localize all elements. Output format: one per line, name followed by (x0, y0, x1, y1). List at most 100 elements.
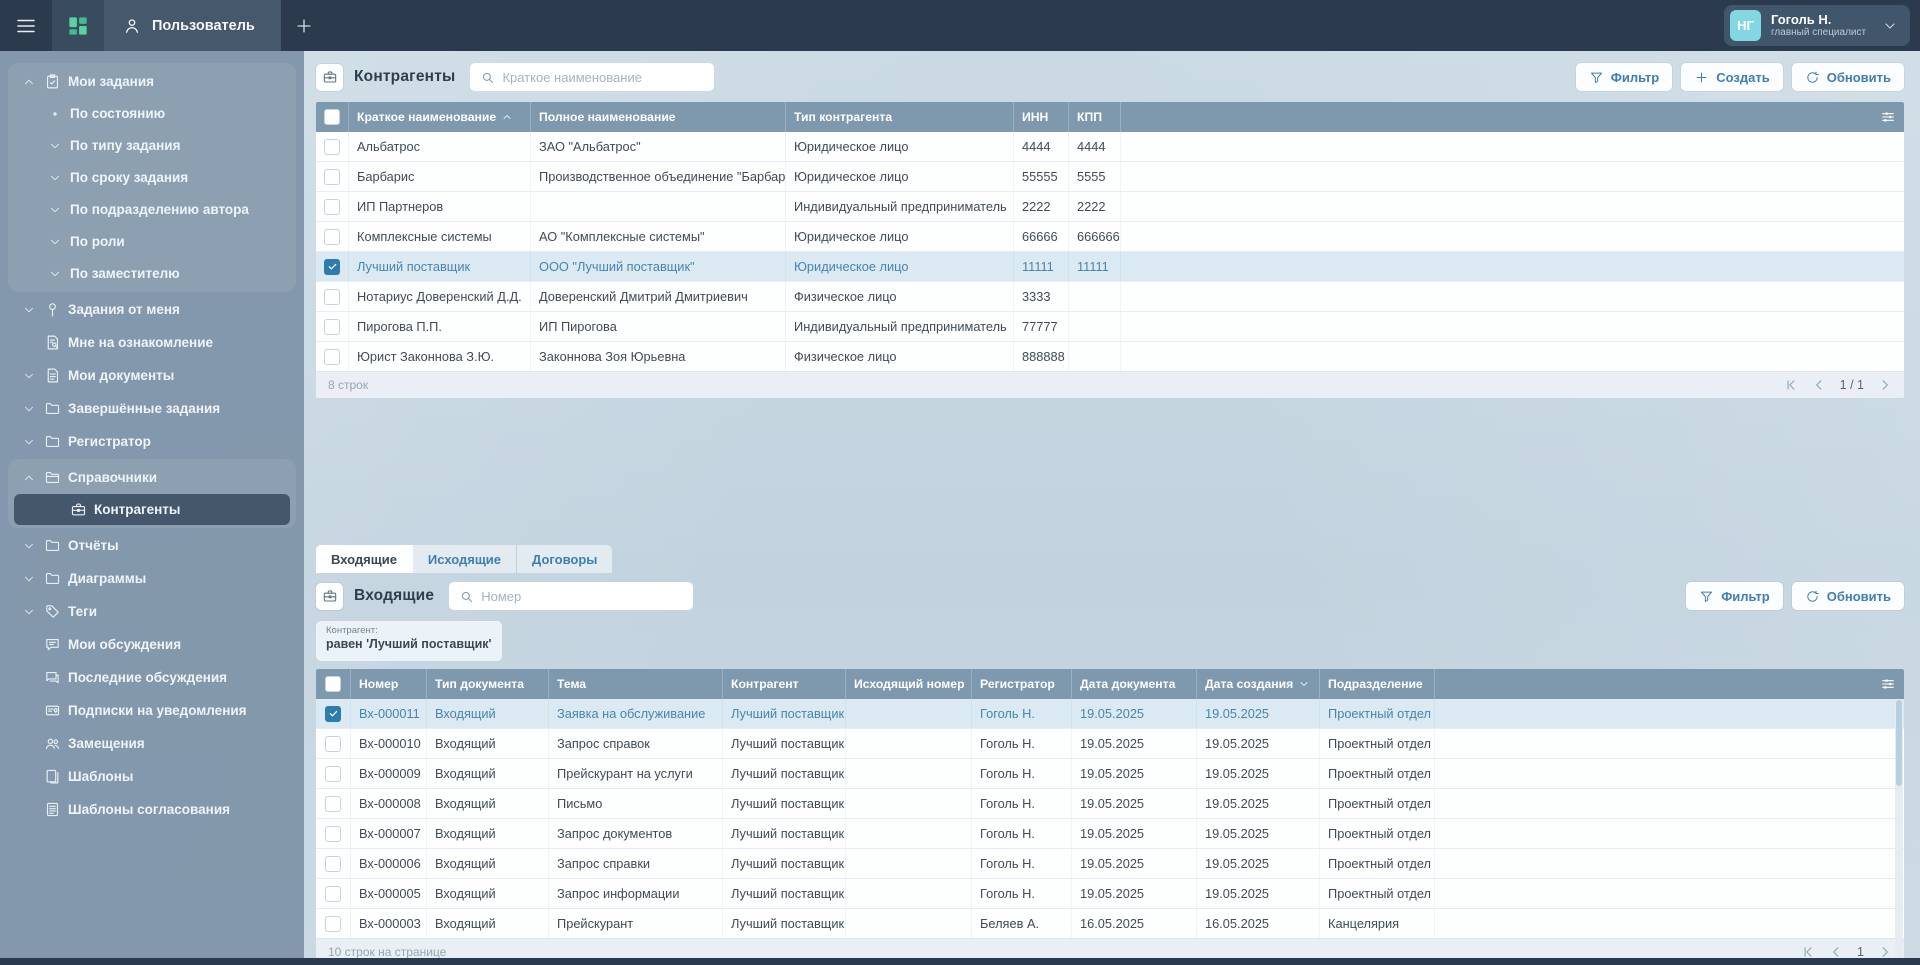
row-checkbox[interactable] (324, 228, 340, 245)
sidebar-item-по-состоянию[interactable]: По состоянию (14, 98, 290, 129)
row-checkbox[interactable] (325, 885, 341, 902)
chevron-down-icon[interactable] (22, 435, 44, 449)
refresh-button[interactable]: Обновить (1791, 63, 1904, 91)
chevron-down-icon[interactable] (22, 605, 44, 619)
filter-button[interactable]: Фильтр (1686, 582, 1783, 610)
sidebar-item-шаблоны[interactable]: Шаблоны (14, 761, 290, 792)
column-header[interactable]: Регистратор (972, 669, 1072, 699)
chevron-down-icon[interactable] (22, 369, 44, 383)
select-all-checkbox[interactable] (325, 676, 341, 692)
sidebar-item-по-подразделению-автора[interactable]: По подразделению автора (14, 194, 290, 225)
sidebar-item-справочники[interactable]: Справочники (14, 462, 290, 493)
menu-button[interactable] (0, 0, 52, 51)
table-row[interactable]: Вх-000009 Входящий Прейскурант на услуги Лу… (316, 758, 1904, 788)
sidebar-item-мои-обсуждения[interactable]: Мои обсуждения (14, 629, 290, 660)
add-tab-button[interactable] (281, 0, 327, 51)
select-all-checkbox[interactable] (324, 109, 340, 125)
table-row[interactable]: Вх-000010 Входящий Запрос справок Лучший по… (316, 728, 1904, 758)
table-row[interactable]: Вх-000008 Входящий Письмо Лучший поставщик Г… (316, 788, 1904, 818)
table-row[interactable]: Пирогова П.П. ИП Пирогова Индивидуальный п… (316, 311, 1904, 341)
chevron-down-icon[interactable] (22, 572, 44, 586)
sidebar-item-по-сроку-задания[interactable]: По сроку задания (14, 162, 290, 193)
next-page-button[interactable] (1878, 945, 1892, 959)
chevron-down-icon[interactable] (22, 303, 44, 317)
row-checkbox[interactable] (324, 348, 340, 365)
create-button[interactable]: Создать (1681, 63, 1783, 91)
sidebar-item-подписки-на-уведомления[interactable]: Подписки на уведомления (14, 695, 290, 726)
documents-search-input[interactable] (481, 588, 684, 604)
column-header[interactable]: Тема (549, 669, 723, 699)
sidebar-item-по-заместителю[interactable]: По заместителю (14, 258, 290, 289)
vertical-scrollbar[interactable] (1895, 699, 1903, 965)
table-row[interactable]: Комплексные системы АО "Комплексные систе… (316, 221, 1904, 251)
column-header[interactable]: Тип контрагента (786, 102, 1014, 132)
row-checkbox[interactable] (324, 138, 340, 155)
sidebar-item-мои-документы[interactable]: Мои документы (14, 360, 290, 391)
apps-grid-button[interactable] (52, 0, 104, 51)
filter-button[interactable]: Фильтр (1575, 63, 1673, 91)
column-header[interactable]: Полное наименование (531, 102, 786, 132)
sidebar-item-замещения[interactable]: Замещения (14, 728, 290, 759)
column-header[interactable]: Номер (351, 669, 427, 699)
row-checkbox[interactable] (324, 318, 340, 335)
table-row[interactable]: Альбатрос ЗАО "Альбатрос" Юридическое лицо… (316, 132, 1904, 161)
column-header[interactable]: Исходящий номер (846, 669, 972, 699)
row-checkbox[interactable] (324, 258, 340, 275)
user-menu[interactable]: НГ Гоголь Н. главный специалист (1724, 5, 1910, 46)
chevron-down-icon[interactable] (48, 171, 70, 185)
column-settings-icon[interactable] (1880, 676, 1896, 692)
column-header[interactable]: Тип документа (427, 669, 549, 699)
row-checkbox[interactable] (325, 915, 341, 932)
first-page-button[interactable] (1784, 378, 1798, 392)
table-row[interactable]: Лучший поставщик ООО "Лучший поставщик" Юр… (316, 251, 1904, 281)
row-checkbox[interactable] (325, 855, 341, 872)
counterparties-search-input[interactable] (502, 69, 705, 85)
sidebar-item-мне-на-ознакомление[interactable]: Мне на ознакомление (14, 327, 290, 358)
sidebar-item-регистратор[interactable]: Регистратор (14, 426, 290, 457)
row-checkbox[interactable] (325, 735, 341, 752)
row-checkbox[interactable] (324, 288, 340, 305)
table-row[interactable]: Вх-000007 Входящий Запрос документов Лучший… (316, 818, 1904, 848)
prev-page-button[interactable] (1829, 945, 1843, 959)
prev-page-button[interactable] (1812, 378, 1826, 392)
row-checkbox[interactable] (324, 198, 340, 215)
filter-chip-counterparty[interactable]: Контрагент: равен 'Лучший поставщик' (316, 621, 502, 661)
tab-входящие[interactable]: Входящие (316, 545, 413, 573)
sidebar-item-контрагенты[interactable]: Контрагенты (14, 494, 290, 525)
table-row[interactable]: ИП Партнеров Индивидуальный предпринимате… (316, 191, 1904, 221)
chevron-down-icon[interactable] (22, 402, 44, 416)
column-settings-icon[interactable] (1880, 109, 1896, 125)
sidebar-item-отчёты[interactable]: Отчёты (14, 530, 290, 561)
column-header[interactable]: Дата документа (1072, 669, 1197, 699)
column-header[interactable]: Подразделение (1320, 669, 1435, 699)
column-header[interactable]: ИНН (1014, 102, 1069, 132)
chevron-down-icon[interactable] (48, 139, 70, 153)
table-row[interactable]: Вх-000006 Входящий Запрос справки Лучший по… (316, 848, 1904, 878)
sidebar-item-завершённые-задания[interactable]: Завершённые задания (14, 393, 290, 424)
chevron-down-icon[interactable] (48, 235, 70, 249)
sidebar-item-по-типу-задания[interactable]: По типу задания (14, 130, 290, 161)
sidebar-item-диаграммы[interactable]: Диаграммы (14, 563, 290, 594)
column-header[interactable]: КПП (1069, 102, 1121, 132)
chevron-up-icon[interactable] (22, 471, 44, 485)
chevron-down-icon[interactable] (48, 203, 70, 217)
refresh-button[interactable]: Обновить (1791, 582, 1904, 610)
sidebar-item-задания-от-меня[interactable]: Задания от меня (14, 294, 290, 325)
row-checkbox[interactable] (325, 825, 341, 842)
row-checkbox[interactable] (325, 705, 341, 722)
sidebar-item-по-роли[interactable]: По роли (14, 226, 290, 257)
sidebar-item-мои-задания[interactable]: Мои задания (14, 66, 290, 97)
sidebar-item-шаблоны-согласования[interactable]: Шаблоны согласования (14, 794, 290, 825)
row-checkbox[interactable] (325, 795, 341, 812)
row-checkbox[interactable] (325, 765, 341, 782)
tab-договоры[interactable]: Договоры (532, 551, 598, 567)
chevron-down-icon[interactable] (22, 539, 44, 553)
tab-user-workspace[interactable]: Пользователь (104, 0, 281, 51)
table-row[interactable]: Юрист Законнова З.Ю. Законнова Зоя Юрьевн… (316, 341, 1904, 371)
tab-исходящие[interactable]: Исходящие (413, 545, 518, 573)
chevron-down-icon[interactable] (48, 267, 70, 281)
row-checkbox[interactable] (324, 168, 340, 185)
table-row[interactable]: Барбарис Производственное объединение "Ба… (316, 161, 1904, 191)
column-header[interactable]: Контрагент (723, 669, 846, 699)
table-row[interactable]: Вх-000005 Входящий Запрос информации Лучший… (316, 878, 1904, 908)
